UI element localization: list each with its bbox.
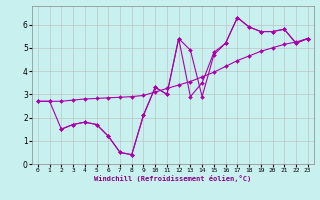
X-axis label: Windchill (Refroidissement éolien,°C): Windchill (Refroidissement éolien,°C) bbox=[94, 175, 252, 182]
